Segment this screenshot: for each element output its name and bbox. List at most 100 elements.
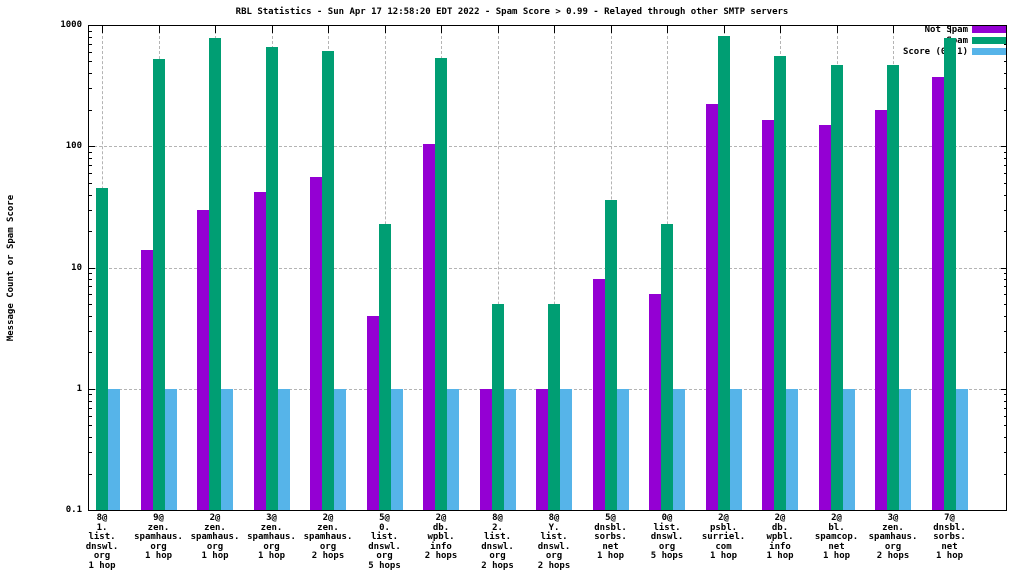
y-minor-tick — [89, 158, 92, 159]
x-tick-label: 2@ bl. spamcop. net 1 hop — [814, 513, 859, 561]
y-minor-tick — [1004, 352, 1007, 353]
legend-swatch — [972, 48, 1006, 55]
y-minor-tick — [89, 31, 92, 32]
y-minor-tick — [89, 416, 92, 417]
y-minor-tick — [1004, 183, 1007, 184]
y-minor-tick — [1004, 273, 1007, 274]
y-major-tick — [1001, 268, 1007, 269]
y-minor-tick — [1004, 437, 1007, 438]
y-minor-tick — [1004, 195, 1007, 196]
bar-spam — [604, 200, 617, 510]
bar-not-spam — [762, 119, 774, 510]
y-minor-tick — [1004, 331, 1007, 332]
x-tick-label: 2@ zen. spamhaus. org 2 hops — [303, 513, 353, 561]
y-major-tick — [89, 389, 95, 390]
y-minor-tick — [1004, 152, 1007, 153]
x-tick-label: 5@ dnsbl. sorbs. net 1 hop — [594, 513, 627, 561]
y-minor-tick — [1004, 279, 1007, 280]
x-tick — [780, 26, 781, 33]
bar-not-spam — [931, 76, 944, 510]
y-minor-tick — [89, 401, 92, 402]
y-minor-tick — [89, 37, 92, 38]
y-minor-tick — [89, 294, 92, 295]
y-minor-tick — [1004, 61, 1007, 62]
y-minor-tick — [1004, 88, 1007, 89]
y-minor-tick — [89, 88, 92, 89]
x-tick — [102, 26, 103, 33]
bar-score-0-1 — [616, 388, 629, 511]
y-minor-tick — [1004, 231, 1007, 232]
y-minor-tick — [89, 452, 92, 453]
y-minor-tick — [89, 425, 92, 426]
x-tick — [158, 26, 160, 33]
bar-score-0-1 — [334, 388, 346, 511]
bar-not-spam — [875, 109, 887, 510]
y-minor-tick — [1004, 44, 1007, 45]
y-minor-tick — [1004, 165, 1007, 166]
x-tick — [554, 26, 555, 33]
bar-spam — [491, 304, 504, 510]
x-tick-label: 8@ 1. list. dnswl. org 1 hop — [85, 513, 119, 571]
y-minor-tick — [89, 152, 92, 153]
bar-score-0-1 — [390, 388, 403, 511]
x-tick-label: 2@ db. wpbl. info 1 hop — [766, 513, 794, 561]
y-minor-tick — [89, 273, 92, 274]
y-minor-tick — [89, 286, 92, 287]
bar-spam — [830, 64, 843, 510]
y-minor-tick — [89, 44, 92, 45]
y-minor-tick — [1004, 210, 1007, 211]
x-tick — [667, 26, 668, 33]
bar-not-spam — [253, 191, 266, 510]
y-minor-tick — [1004, 394, 1007, 395]
x-tick — [271, 26, 273, 33]
y-axis-title: Message Count or Spam Score — [6, 194, 16, 342]
x-tick-label: 9@ zen. spamhaus. org 1 hop — [134, 513, 183, 561]
x-tick-label: 5@ 0. list. dnswl. org 5 hops — [368, 513, 401, 571]
y-minor-tick — [89, 437, 92, 438]
bar-not-spam — [705, 103, 718, 510]
y-major-tick — [1001, 510, 1007, 511]
y-minor-tick — [89, 408, 92, 409]
y-minor-tick — [89, 61, 92, 62]
y-minor-tick — [89, 183, 92, 184]
bar-spam — [548, 304, 560, 510]
chart-title: RBL Statistics - Sun Apr 17 12:58:20 EDT… — [235, 7, 789, 17]
y-minor-tick — [1004, 158, 1007, 159]
y-minor-tick — [89, 173, 92, 174]
y-minor-tick — [89, 52, 92, 53]
bar-score-0-1 — [786, 388, 798, 511]
x-tick-label: 2@ psbl. surriel. com 1 hop — [701, 513, 746, 561]
y-major-tick — [89, 146, 95, 147]
x-tick — [215, 26, 216, 33]
legend-label: Not Spam — [924, 25, 968, 35]
bar-not-spam — [592, 279, 605, 510]
bar-spam — [265, 46, 278, 510]
bar-not-spam — [366, 315, 379, 510]
y-minor-tick — [89, 195, 92, 196]
y-minor-tick — [1004, 173, 1007, 174]
x-tick-label: 2@ zen. spamhaus. org 1 hop — [190, 513, 240, 561]
bar-not-spam — [197, 209, 209, 510]
horizontal-gridline — [89, 268, 1007, 269]
y-minor-tick — [1004, 425, 1007, 426]
y-minor-tick — [1004, 408, 1007, 409]
x-tick-label: 7@ dnsbl. sorbs. net 1 hop — [933, 513, 966, 561]
bar-spam — [152, 59, 165, 510]
x-tick-label: 3@ zen. spamhaus. org 1 hop — [247, 513, 296, 561]
bar-not-spam — [423, 143, 435, 510]
x-tick-label: 8@ 2. list. dnswl. org 2 hops — [481, 513, 514, 571]
bar-not-spam — [310, 176, 322, 510]
legend-label: Score (0..1) — [902, 47, 968, 57]
bar-spam — [943, 38, 956, 510]
y-tick-label: 1000 — [60, 20, 82, 30]
bar-score-0-1 — [560, 388, 572, 511]
x-tick — [328, 26, 329, 33]
bar-score-0-1 — [673, 388, 685, 511]
x-tick-label: 2@ db. wpbl. info 2 hops — [424, 513, 458, 561]
bar-score-0-1 — [221, 388, 233, 511]
y-minor-tick — [1004, 452, 1007, 453]
bar-score-0-1 — [899, 388, 911, 511]
y-minor-tick — [89, 352, 92, 353]
bar-not-spam — [536, 388, 548, 511]
